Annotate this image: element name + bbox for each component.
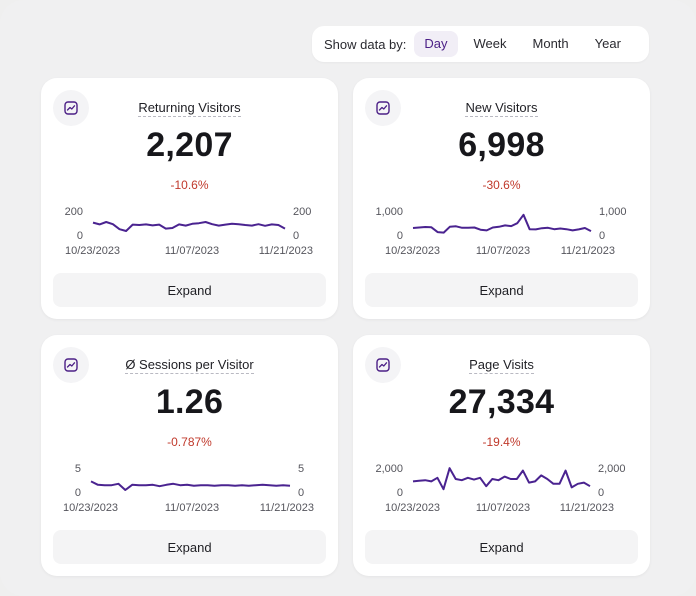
y-tick-min-left: 0 — [397, 487, 403, 499]
card-sessions-per-visitor: Ø Sessions per Visitor 1.26 -0.787% 5 0 … — [41, 335, 338, 576]
x-tick-end: 11/21/2023 — [560, 502, 614, 514]
y-tick-max-left: 1,000 — [375, 206, 403, 218]
toggle-label: Show data by: — [324, 36, 407, 52]
sparkline-chart: 1,000 0 1,000 0 10/23/2023 11/07/2023 11… — [375, 206, 627, 257]
metric-delta: -19.4% — [482, 435, 521, 449]
expand-button[interactable]: Expand — [365, 530, 638, 564]
x-tick-start: 10/23/2023 — [63, 502, 118, 514]
sparkline-chart: 5 0 5 0 10/23/2023 11/07/2023 11/21/2023 — [63, 463, 314, 514]
series-line — [412, 213, 592, 234]
option-week[interactable]: Week — [473, 36, 507, 51]
card-title: Ø Sessions per Visitor — [125, 357, 254, 374]
y-tick-min-right: 0 — [293, 230, 299, 242]
metric-delta: -0.787% — [167, 435, 212, 449]
chart-line-icon — [365, 347, 401, 383]
expand-button[interactable]: Expand — [53, 530, 326, 564]
x-tick-start: 10/23/2023 — [385, 502, 440, 514]
sparkline-chart: 200 0 200 0 10/23/2023 11/07/2023 11/21/… — [65, 206, 313, 257]
x-tick-mid: 11/07/2023 — [476, 245, 530, 257]
series-line — [92, 221, 286, 232]
series-line — [90, 480, 291, 491]
option-month[interactable]: Month — [532, 36, 569, 51]
card-title: New Visitors — [465, 100, 538, 117]
metric-value: 1.26 — [155, 383, 224, 421]
chart-line-icon — [53, 90, 89, 126]
y-tick-max-left: 5 — [75, 463, 81, 475]
x-tick-end: 11/21/2023 — [260, 502, 314, 514]
y-tick-max-left: 2,000 — [375, 463, 403, 475]
y-tick-max-right: 200 — [293, 206, 311, 218]
time-granularity-toggle: Show data by: Day Week Month Year — [312, 26, 649, 62]
y-tick-max-left: 200 — [65, 206, 83, 218]
y-tick-max-right: 5 — [298, 463, 304, 475]
y-tick-min-left: 0 — [77, 230, 83, 242]
x-tick-mid: 11/07/2023 — [165, 245, 219, 257]
y-tick-max-right: 1,000 — [599, 206, 627, 218]
series-line — [412, 467, 591, 491]
metric-value: 6,998 — [458, 126, 545, 164]
option-day[interactable]: Day — [414, 31, 458, 57]
metric-value: 27,334 — [448, 383, 555, 421]
card-page-visits: Page Visits 27,334 -19.4% 2,000 0 2,000 … — [353, 335, 650, 576]
chart-line-icon — [365, 90, 401, 126]
expand-button[interactable]: Expand — [365, 273, 638, 307]
expand-button[interactable]: Expand — [53, 273, 326, 307]
card-returning-visitors: Returning Visitors 2,207 -10.6% 200 0 20… — [41, 78, 338, 319]
option-year[interactable]: Year — [594, 36, 621, 51]
x-tick-start: 10/23/2023 — [385, 245, 440, 257]
card-new-visitors: New Visitors 6,998 -30.6% 1,000 0 1,000 … — [353, 78, 650, 319]
x-tick-mid: 11/07/2023 — [476, 502, 530, 514]
y-tick-max-right: 2,000 — [598, 463, 626, 475]
x-tick-mid: 11/07/2023 — [165, 502, 219, 514]
chart-line-icon — [53, 347, 89, 383]
card-title: Page Visits — [469, 357, 534, 374]
y-tick-min-right: 0 — [298, 487, 304, 499]
x-tick-end: 11/21/2023 — [561, 245, 615, 257]
metric-delta: -10.6% — [170, 178, 209, 192]
metric-delta: -30.6% — [482, 178, 521, 192]
x-tick-end: 11/21/2023 — [259, 245, 313, 257]
metric-value: 2,207 — [146, 126, 233, 164]
card-title: Returning Visitors — [138, 100, 241, 117]
y-tick-min-right: 0 — [598, 487, 604, 499]
y-tick-min-right: 0 — [599, 230, 605, 242]
y-tick-min-left: 0 — [75, 487, 81, 499]
x-tick-start: 10/23/2023 — [65, 245, 120, 257]
sparkline-chart: 2,000 0 2,000 0 10/23/2023 11/07/2023 11… — [375, 463, 626, 514]
y-tick-min-left: 0 — [397, 230, 403, 242]
